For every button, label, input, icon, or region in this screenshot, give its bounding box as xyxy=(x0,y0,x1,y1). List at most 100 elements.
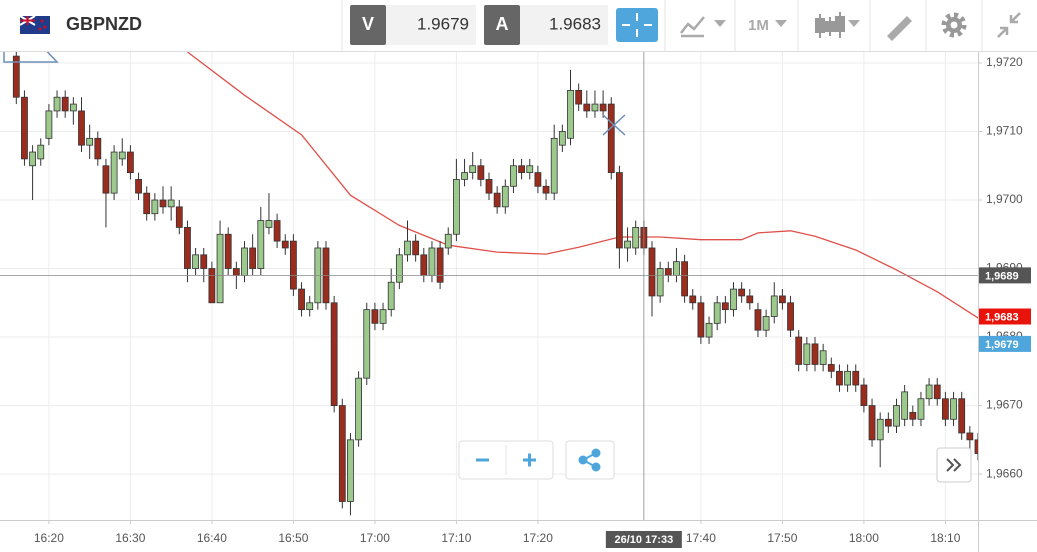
candle-body xyxy=(363,309,371,379)
candle-body xyxy=(950,398,957,420)
candle-body xyxy=(811,343,819,365)
zoom-in[interactable] xyxy=(523,453,536,467)
price-marker-label: 1,9679 xyxy=(985,339,1019,351)
sell-label: V xyxy=(362,14,374,34)
timeframe[interactable]: 1M xyxy=(748,17,769,34)
candle-body xyxy=(689,295,697,304)
candle-body xyxy=(61,96,69,112)
share-button[interactable] xyxy=(565,440,615,480)
x-tick-label: 16:50 xyxy=(278,531,308,545)
candle-body xyxy=(452,179,460,235)
crosshair-x-box xyxy=(605,531,682,548)
caret xyxy=(775,20,787,27)
symbol: GBPNZD xyxy=(66,14,142,34)
candle-body xyxy=(159,199,167,208)
candle-body xyxy=(241,247,248,276)
candle-body xyxy=(958,398,966,434)
candle-body xyxy=(901,391,909,420)
candle-body xyxy=(232,268,240,276)
candle-body xyxy=(21,96,28,160)
candle-body xyxy=(558,131,566,146)
candle-body xyxy=(265,220,273,228)
candle-body xyxy=(200,254,208,269)
candle-body xyxy=(648,247,656,297)
moving-average xyxy=(187,51,979,319)
candle-body xyxy=(705,322,713,338)
scroll-right-icon xyxy=(946,458,962,472)
candle-body xyxy=(29,151,37,167)
candle-body xyxy=(289,240,297,290)
caret xyxy=(714,20,726,27)
candle-body xyxy=(575,89,583,105)
candle-body xyxy=(673,261,680,276)
chart-type-icon[interactable] xyxy=(680,16,705,38)
candle-body xyxy=(770,295,778,317)
price-marker-box xyxy=(979,335,1031,352)
y-tick-label: 1,9660 xyxy=(986,466,1023,480)
candle-body xyxy=(656,268,664,297)
candle-body xyxy=(550,137,558,194)
x-tick-label: 18:10 xyxy=(930,531,960,545)
candle-body xyxy=(347,439,354,502)
candle-body xyxy=(836,370,843,386)
candle-body xyxy=(624,240,631,249)
crosshair-y-label: 1,9689 xyxy=(985,270,1019,282)
candle-body xyxy=(510,165,517,187)
price-marker-box xyxy=(979,308,1031,325)
zoom-controls xyxy=(458,440,972,483)
candle-body xyxy=(192,254,200,269)
settings-icon[interactable] xyxy=(941,12,967,38)
candle-body xyxy=(664,268,672,276)
candle-icon[interactable] xyxy=(815,12,845,38)
candle-body xyxy=(102,165,110,194)
x-tick-label: 17:10 xyxy=(441,531,471,545)
candle-body xyxy=(583,103,591,112)
y-tick-label: 1,9670 xyxy=(986,398,1023,412)
candle-body xyxy=(779,295,786,304)
candle-body xyxy=(697,302,705,338)
candle-body xyxy=(542,185,550,194)
y-tick-label: 1,9710 xyxy=(986,124,1023,138)
candle-body xyxy=(966,432,974,441)
candle-body xyxy=(738,288,746,297)
candle-body xyxy=(933,384,941,400)
sell-button[interactable] xyxy=(350,5,386,45)
candle-body xyxy=(184,227,191,269)
candle-body xyxy=(151,199,159,215)
draw-icon[interactable] xyxy=(887,16,912,41)
candle-body xyxy=(69,103,77,112)
candle-body xyxy=(94,137,102,160)
candle-body xyxy=(787,302,794,331)
candle-body xyxy=(379,309,387,324)
x-tick-label: 16:20 xyxy=(34,531,64,545)
candle-body xyxy=(746,295,754,304)
candle-body xyxy=(110,151,118,194)
x-tick-label: 16:40 xyxy=(197,531,227,545)
candle-body xyxy=(444,233,452,249)
candle-body xyxy=(762,316,770,331)
candle-body xyxy=(86,137,94,146)
candle-body xyxy=(469,165,477,173)
y-tick-label: 1,9700 xyxy=(986,192,1023,206)
plot-area: 1,96601,96701,96801,96901,97001,97101,97… xyxy=(0,49,1037,552)
candle-body xyxy=(330,302,338,406)
candle-body xyxy=(118,151,126,160)
x-tick-label: 17:40 xyxy=(686,531,716,545)
candle-body xyxy=(428,247,436,276)
compress-icon[interactable] xyxy=(997,12,1021,38)
x-axis-bg xyxy=(0,520,1037,552)
candle-body xyxy=(567,89,574,139)
y-axis-bg xyxy=(978,52,1037,552)
candle-body xyxy=(371,309,379,324)
buy-button[interactable] xyxy=(484,5,520,45)
candle-body xyxy=(501,185,509,208)
candle-body xyxy=(493,192,501,208)
candle-body xyxy=(53,96,61,112)
candle-body xyxy=(909,412,917,420)
crosshair-button[interactable] xyxy=(616,8,658,42)
candle-body xyxy=(216,233,224,304)
marker-x xyxy=(602,114,626,136)
candle-body xyxy=(45,110,53,139)
